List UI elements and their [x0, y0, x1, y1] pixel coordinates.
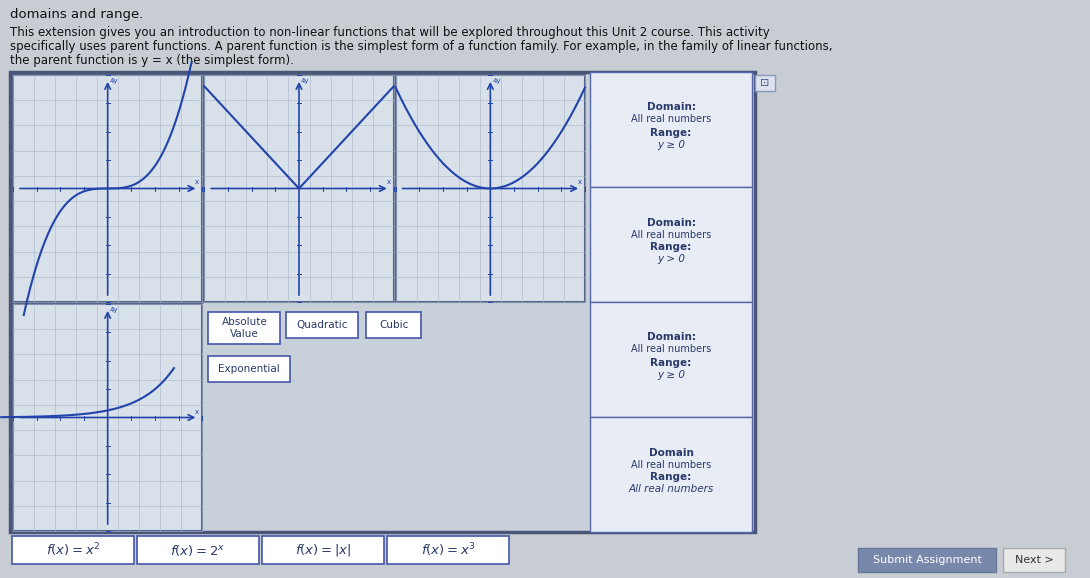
Text: x: x	[195, 409, 199, 414]
Text: $f(x)=x^2$: $f(x)=x^2$	[46, 541, 100, 559]
Text: Domain:: Domain:	[646, 102, 695, 113]
Bar	[262, 536, 384, 564]
Text: $f(x)=x^3$: $f(x)=x^3$	[421, 541, 475, 559]
Text: specifically uses parent functions. A parent function is the simplest form of a : specifically uses parent functions. A pa…	[10, 40, 833, 53]
Bar	[590, 417, 752, 532]
Text: x: x	[387, 180, 390, 186]
Bar	[1003, 548, 1065, 572]
Bar	[13, 75, 203, 302]
Text: All real numbers: All real numbers	[631, 114, 711, 124]
Text: Domain:: Domain:	[646, 332, 695, 343]
Text: 4y: 4y	[301, 78, 310, 84]
Text: $f(x)=|x|$: $f(x)=|x|$	[295, 542, 351, 558]
Bar	[12, 536, 134, 564]
Text: domains and range.: domains and range.	[10, 8, 144, 21]
Text: x: x	[578, 180, 582, 186]
Text: All real numbers: All real numbers	[631, 344, 711, 354]
Text: Range:: Range:	[651, 128, 692, 138]
Text: y ≥ 0: y ≥ 0	[657, 369, 685, 380]
Text: Domain: Domain	[649, 447, 693, 458]
Bar	[208, 312, 280, 344]
Text: y ≥ 0: y ≥ 0	[657, 139, 685, 150]
Bar	[590, 302, 752, 417]
Text: ⊡: ⊡	[761, 78, 770, 88]
Text: y > 0: y > 0	[657, 254, 685, 265]
Text: Next >: Next >	[1015, 555, 1053, 565]
Bar	[137, 536, 259, 564]
Bar	[590, 187, 752, 302]
Bar	[755, 75, 775, 91]
Text: This extension gives you an introduction to non-linear functions that will be ex: This extension gives you an introduction…	[10, 26, 770, 39]
Text: 4y: 4y	[493, 78, 500, 84]
Text: Exponential: Exponential	[218, 364, 280, 374]
Bar	[396, 75, 585, 302]
Bar	[387, 536, 509, 564]
Text: Cubic: Cubic	[379, 320, 409, 330]
Text: 4y: 4y	[110, 78, 118, 84]
Bar	[208, 356, 290, 382]
Text: Range:: Range:	[651, 358, 692, 368]
Text: Domain:: Domain:	[646, 217, 695, 228]
Text: Submit Assignment: Submit Assignment	[873, 555, 981, 565]
Text: All real numbers: All real numbers	[628, 484, 714, 495]
Text: Absolute
Value: Absolute Value	[221, 317, 267, 339]
Bar	[858, 548, 996, 572]
Text: All real numbers: All real numbers	[631, 460, 711, 469]
Text: 4y: 4y	[110, 307, 118, 313]
Bar	[366, 312, 422, 338]
Text: Range:: Range:	[651, 472, 692, 483]
Bar	[204, 75, 393, 302]
Text: x: x	[195, 180, 199, 186]
Text: Quadratic: Quadratic	[296, 320, 348, 330]
Text: the parent function is y = x (the simplest form).: the parent function is y = x (the simple…	[10, 54, 294, 67]
Bar	[590, 72, 752, 187]
Bar	[13, 304, 203, 531]
Bar	[287, 312, 359, 338]
Text: All real numbers: All real numbers	[631, 229, 711, 239]
Text: $f(x)=2^x$: $f(x)=2^x$	[170, 543, 226, 558]
Text: Range:: Range:	[651, 243, 692, 253]
Bar	[10, 72, 755, 532]
